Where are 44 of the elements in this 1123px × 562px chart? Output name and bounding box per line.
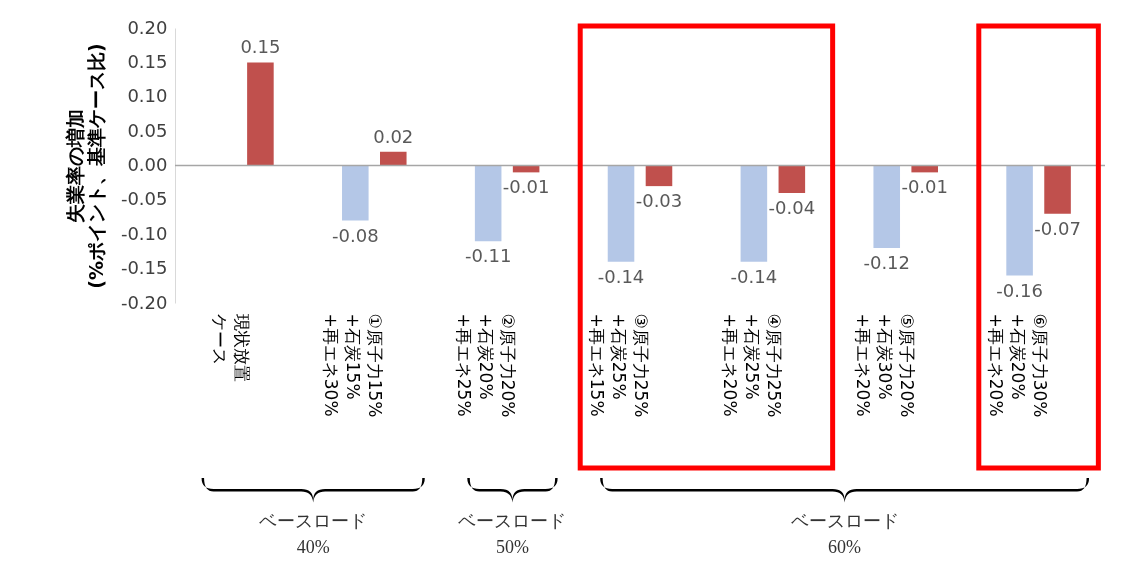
data-label: 0.02: [373, 125, 414, 147]
bar: [645, 165, 673, 187]
bar: [1006, 165, 1033, 276]
data-label: -0.01: [901, 176, 948, 198]
bar: [873, 165, 901, 248]
bar: [778, 165, 806, 193]
data-label: -0.04: [768, 197, 816, 218]
y-tick-label: -0.10: [120, 222, 168, 244]
bar: [247, 62, 274, 166]
x-tick-label: ⑥原子力30%+石炭20%+再エネ20%: [985, 313, 1050, 418]
y-tick-label: 0.20: [127, 16, 168, 38]
text: ベースロード 50%: [458, 510, 567, 559]
y-tick-label: 0.00: [127, 154, 168, 175]
data-label: -0.14: [730, 265, 778, 287]
data-label: -0.07: [1034, 217, 1081, 239]
data-label: -0.16: [996, 279, 1043, 301]
bar: [474, 165, 502, 242]
x-tick-label: ①原子力15%+石炭15%+再エネ30%: [321, 313, 386, 418]
data-label: 0.15: [240, 36, 281, 58]
text: ベースロード 60%: [790, 510, 899, 559]
y-tick-label: -0.05: [120, 188, 168, 210]
y-tick-label: 0.05: [127, 119, 168, 141]
y-tick-label: -0.15: [120, 257, 168, 279]
y-tick-label: 0.10: [127, 85, 168, 107]
bar: [607, 165, 635, 262]
data-label: -0.14: [597, 265, 645, 287]
y-axis-title: 失業率の増加 (%ポイント、基準ケース比): [63, 43, 107, 289]
y-tick-label: -0.20: [120, 291, 168, 313]
x-tick-label: 現状放置ケース: [210, 313, 253, 382]
y-tick-label: 0.15: [127, 50, 168, 72]
bar: [740, 165, 768, 262]
x-tick-label: ⑤原子力20%+石炭30%+再エネ20%: [852, 313, 917, 418]
data-label: -0.01: [502, 176, 550, 198]
data-label: -0.03: [635, 190, 683, 212]
x-tick-label: ②原子力20%+石炭20%+再エネ25%: [454, 313, 519, 418]
bar: [342, 165, 369, 221]
data-label: -0.08: [332, 224, 379, 246]
bar: [379, 151, 407, 166]
text: ベースロード 40%: [259, 510, 368, 559]
data-label: -0.11: [464, 245, 512, 267]
x-tick-label: ③原子力25%+石炭25%+再エネ15%: [587, 313, 651, 418]
bar: [1044, 165, 1071, 214]
data-label: -0.12: [863, 252, 911, 273]
x-tick-label: ④原子力25%+石炭25%+再エネ20%: [719, 313, 784, 418]
